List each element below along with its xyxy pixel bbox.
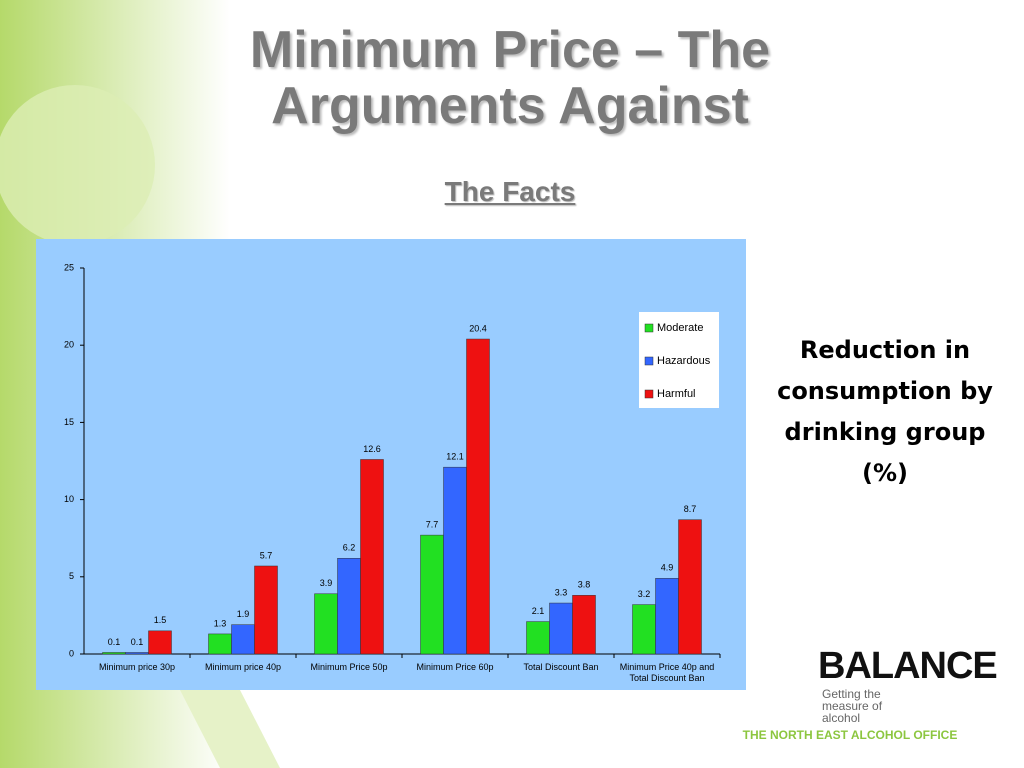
bar bbox=[102, 652, 126, 655]
bar bbox=[231, 624, 255, 655]
bar bbox=[632, 604, 656, 655]
legend-label: Harmful bbox=[657, 388, 696, 400]
title: Minimum Price – The Arguments Against bbox=[249, 21, 771, 135]
circle-decoration bbox=[0, 85, 155, 245]
x-tick-label: Minimum Price 60p bbox=[416, 662, 494, 672]
bar bbox=[655, 578, 679, 655]
x-tick-label: Minimum Price 40p and Total Discount Ban bbox=[619, 662, 715, 683]
bar bbox=[254, 565, 278, 655]
bar bbox=[443, 466, 467, 655]
data-label: 12.6 bbox=[363, 444, 381, 454]
data-label: 3.3 bbox=[555, 587, 568, 597]
bar bbox=[526, 621, 550, 655]
bar bbox=[125, 652, 149, 655]
caption: Reduction in consumption by drinking gro… bbox=[777, 336, 993, 487]
x-tick-label: Total Discount Ban bbox=[523, 662, 599, 672]
bar bbox=[466, 338, 490, 655]
bar bbox=[208, 633, 232, 655]
legend-swatch bbox=[644, 356, 654, 366]
data-label: 8.7 bbox=[684, 504, 697, 514]
data-label: 3.2 bbox=[638, 589, 651, 599]
subtitle: The Facts bbox=[444, 176, 576, 207]
legend-label: Hazardous bbox=[657, 355, 711, 367]
logo-tagline: Getting the measure of alcohol bbox=[822, 687, 883, 725]
data-label: 4.9 bbox=[661, 563, 674, 573]
shape-decoration bbox=[180, 690, 280, 768]
legend-label: Moderate bbox=[657, 322, 703, 334]
data-label: 3.9 bbox=[320, 578, 333, 588]
data-label: 0.1 bbox=[131, 637, 144, 647]
data-label: 12.1 bbox=[446, 452, 464, 462]
data-label: 6.2 bbox=[343, 543, 356, 553]
data-label: 2.1 bbox=[532, 606, 545, 616]
chart: 0 5 10 15 20 25 0.1 1.3 3.9 7.7 2.1 3.2 0.1 1.9 6.2 12.… bbox=[36, 239, 746, 690]
data-label: 1.3 bbox=[214, 618, 227, 628]
bar bbox=[549, 602, 573, 655]
bar bbox=[678, 519, 702, 655]
data-label: 5.7 bbox=[260, 550, 273, 560]
data-label: 0.1 bbox=[108, 637, 121, 647]
x-tick-label: Minimum Price 50p bbox=[310, 662, 388, 672]
bar bbox=[148, 630, 172, 655]
y-tick-label: 0 bbox=[69, 648, 74, 658]
bar bbox=[360, 459, 384, 655]
y-tick-label: 20 bbox=[64, 340, 74, 350]
x-tick-label: Minimum price 40p bbox=[204, 662, 282, 672]
bar bbox=[314, 593, 338, 655]
y-tick-label: 25 bbox=[64, 262, 74, 272]
bar bbox=[572, 595, 596, 655]
y-tick-label: 15 bbox=[64, 417, 74, 427]
data-label: 1.9 bbox=[237, 609, 250, 619]
footer: THE NORTH EAST ALCOHOL OFFICE bbox=[742, 728, 958, 742]
x-tick-label: Minimum price 30p bbox=[98, 662, 176, 672]
data-label: 3.8 bbox=[578, 580, 591, 590]
y-tick-label: 5 bbox=[69, 571, 74, 581]
logo: BALANCE Getting the measure of alcohol bbox=[818, 645, 998, 725]
data-label: 7.7 bbox=[426, 519, 439, 529]
y-tick-label: 10 bbox=[64, 494, 74, 504]
data-label: 1.5 bbox=[154, 615, 167, 625]
logo-name: BALANCE bbox=[818, 645, 998, 687]
legend-swatch bbox=[644, 323, 654, 333]
legend-swatch bbox=[644, 389, 654, 399]
bar bbox=[420, 534, 444, 655]
bar bbox=[337, 558, 361, 655]
data-label: 20.4 bbox=[469, 323, 487, 333]
chart-svg: 0 5 10 15 20 25 0.1 1.3 3.9 7.7 2.1 3.2 0.1 1.9 6.2 12.… bbox=[64, 262, 721, 658]
